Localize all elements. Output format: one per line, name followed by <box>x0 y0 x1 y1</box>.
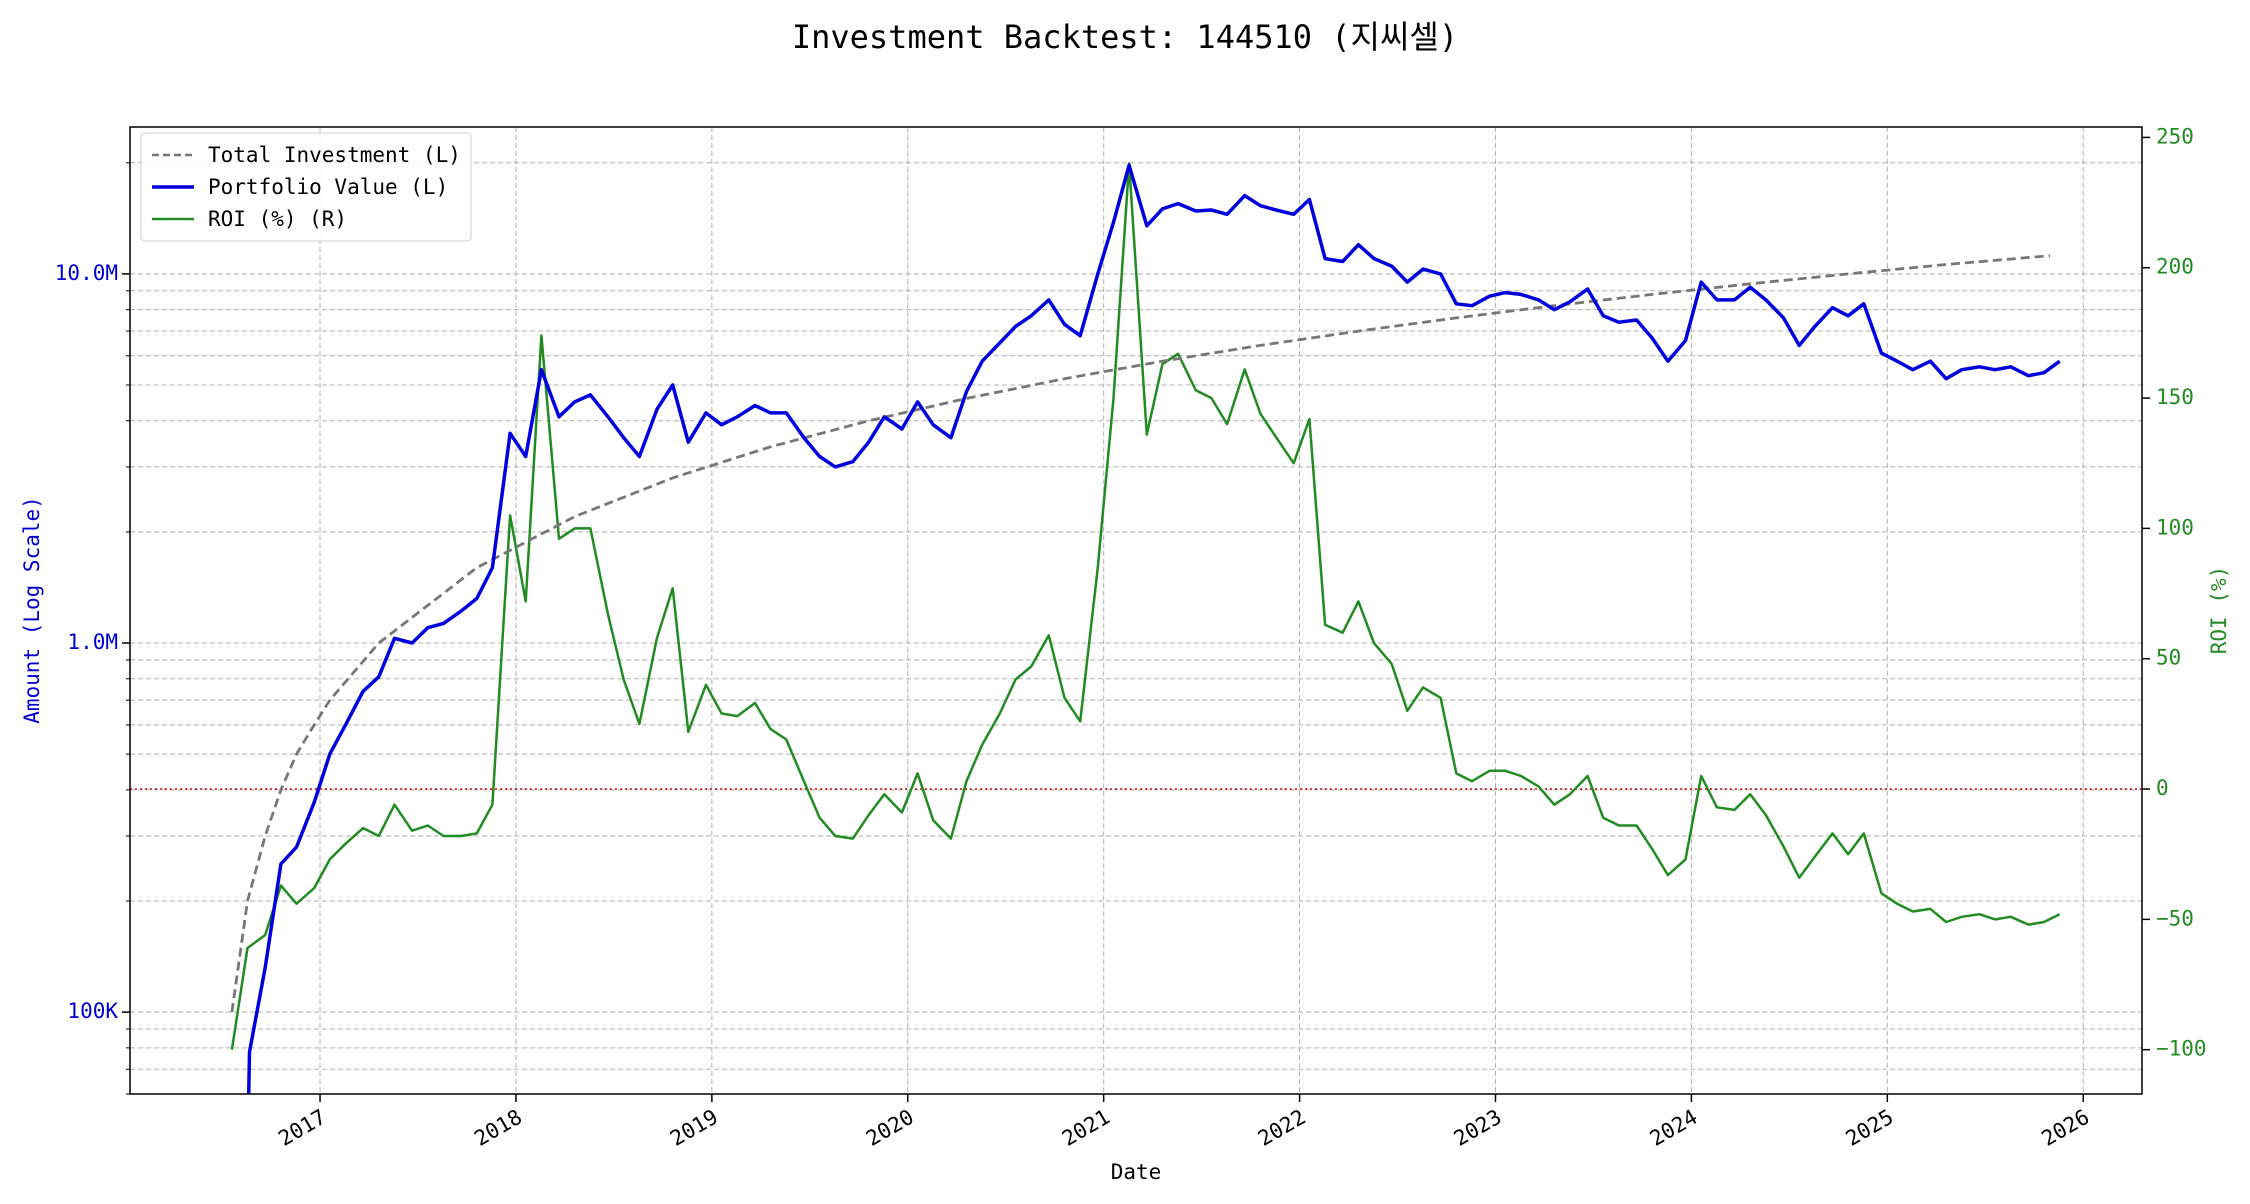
legend-box <box>140 132 472 242</box>
right-tick-label: −50 <box>2156 906 2194 930</box>
right-tick-label: −100 <box>2156 1037 2207 1061</box>
x-tick-label: 2025 <box>1842 1105 1898 1151</box>
legend-label-portfolio: Portfolio Value (L) <box>208 175 448 199</box>
series-layer <box>230 162 2061 1094</box>
x-tick-label: 2026 <box>2038 1105 2094 1151</box>
legend-label-investment: Total Investment (L) <box>208 143 461 167</box>
chart-title: Investment Backtest: 144510 (지씨셀) <box>792 18 1458 56</box>
x-axis-label: Date <box>1111 1160 1162 1184</box>
left-tick-label: 1.0M <box>67 630 118 654</box>
x-tick-label: 2018 <box>470 1105 526 1151</box>
x-tick-label: 2020 <box>862 1105 918 1151</box>
plot-frame <box>129 126 2143 1095</box>
left-tick-label: 10.0M <box>55 261 118 285</box>
series-line-portfolio-value <box>246 163 2061 1094</box>
x-tick-label: 2017 <box>274 1105 330 1151</box>
x-tick-label: 2023 <box>1450 1105 1506 1151</box>
x-tick-label: 2021 <box>1058 1105 1114 1151</box>
grid-layer <box>130 127 2142 1095</box>
right-axis-label: ROI (%) <box>2207 566 2231 655</box>
x-tick-label: 2024 <box>1646 1105 1702 1151</box>
legend-label-roi: ROI (%) (R) <box>208 207 347 231</box>
right-tick-label: 200 <box>2156 255 2194 279</box>
left-tick-label: 100K <box>67 999 118 1023</box>
x-tick-label: 2022 <box>1254 1105 1310 1151</box>
series-line-total-investment <box>230 254 2051 1013</box>
axis-layer: 2017 2018 2019 2020 2021 2022 2023 2024 2025 2026… <box>55 124 2207 1150</box>
x-tick-label: 2019 <box>666 1105 722 1151</box>
right-tick-label: 100 <box>2156 515 2194 539</box>
right-tick-label: 50 <box>2156 646 2181 670</box>
legend: Total Investment (L) Portfolio Value (L)… <box>140 132 472 242</box>
right-tick-label: 0 <box>2156 776 2169 800</box>
right-tick-label: 150 <box>2156 385 2194 409</box>
right-tick-label: 250 <box>2156 124 2194 148</box>
left-axis-label: Amount (Log Scale) <box>20 496 44 724</box>
series-line-roi <box>230 162 2061 1050</box>
